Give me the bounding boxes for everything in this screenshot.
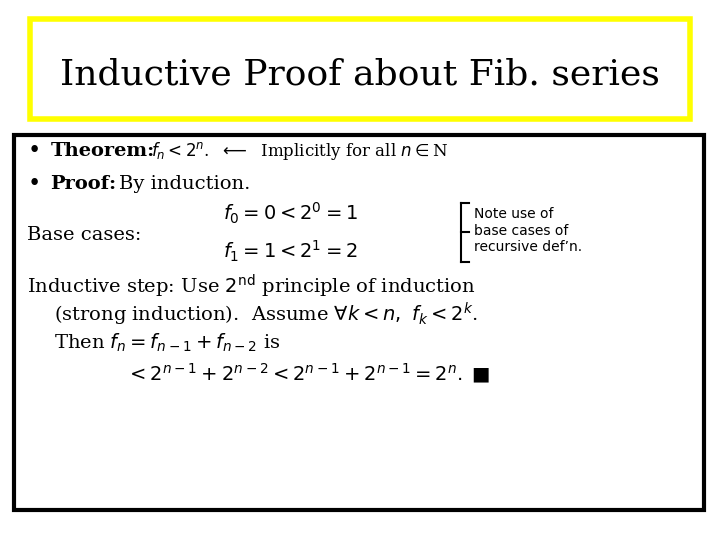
Text: (strong induction).  Assume $\forall k{<}n,\ f_k < 2^k$.: (strong induction). Assume $\forall k{<}… xyxy=(54,301,478,328)
Text: Theorem:: Theorem: xyxy=(50,142,155,160)
Text: Proof:: Proof: xyxy=(50,174,117,193)
Text: $f_0 = 0 < 2^0 = 1$: $f_0 = 0 < 2^0 = 1$ xyxy=(223,201,358,226)
Text: Base cases:: Base cases: xyxy=(27,226,142,244)
Text: recursive def’n.: recursive def’n. xyxy=(474,240,582,254)
Text: By induction.: By induction. xyxy=(119,174,250,193)
Text: base cases of: base cases of xyxy=(474,224,568,238)
Text: Note use of: Note use of xyxy=(474,207,553,221)
Text: •: • xyxy=(27,173,40,194)
Text: $< 2^{n-1} + 2^{n-2} < 2^{n-1} + 2^{n-1} = 2^n. \;\blacksquare$: $< 2^{n-1} + 2^{n-2} < 2^{n-1} + 2^{n-1}… xyxy=(126,361,490,384)
Text: Then $f_n = f_{n-1} + f_{n-2}$ is: Then $f_n = f_{n-1} + f_{n-2}$ is xyxy=(54,331,280,354)
Text: $f_n < 2^n$.  $\longleftarrow$  Implicitly for all $n{\in}$N: $f_n < 2^n$. $\longleftarrow$ Implicitly… xyxy=(151,140,449,162)
Text: $f_1 = 1 < 2^1 = 2$: $f_1 = 1 < 2^1 = 2$ xyxy=(223,239,358,264)
Text: •: • xyxy=(27,140,40,162)
Text: Inductive Proof about Fib. series: Inductive Proof about Fib. series xyxy=(60,58,660,91)
Text: Inductive step: Use $2^{\mathrm{nd}}$ principle of induction: Inductive step: Use $2^{\mathrm{nd}}$ pr… xyxy=(27,273,476,300)
